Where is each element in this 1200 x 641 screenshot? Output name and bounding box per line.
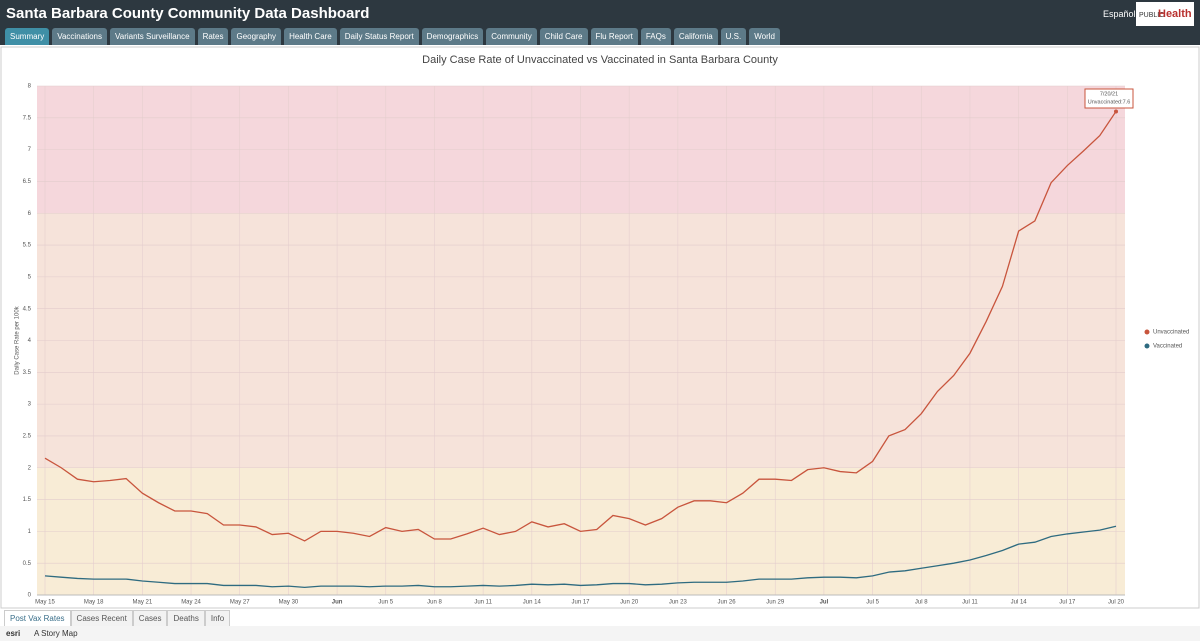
tooltip-date: 7/20/21 xyxy=(1100,91,1118,97)
x-tick-label: May 21 xyxy=(133,600,153,606)
legend-swatch xyxy=(1144,329,1150,335)
legend-label: Unvaccinated xyxy=(1153,330,1189,336)
y-tick-label: 2 xyxy=(28,465,32,471)
x-tick-label: Jun 26 xyxy=(718,600,737,606)
header-title: Santa Barbara County Community Data Dash… xyxy=(6,5,370,22)
x-tick-label: May 15 xyxy=(35,600,55,606)
y-tick-label: 5.5 xyxy=(23,243,32,249)
bottom-tab[interactable]: Deaths xyxy=(167,610,205,627)
tooltip-point xyxy=(1114,109,1118,114)
bottom-tab-bar: Post Vax Rates Cases Recent Cases Deaths Inf… xyxy=(4,610,231,627)
nav-tab[interactable]: Vaccinations xyxy=(52,28,107,45)
x-tick-label: Jun xyxy=(332,600,343,606)
x-tick-label: Jul 8 xyxy=(915,600,928,606)
language-link[interactable]: Español xyxy=(1103,9,1136,19)
nav-tab[interactable]: FAQs xyxy=(640,28,671,45)
x-tick-label: Jul 11 xyxy=(962,600,978,606)
x-tick-label: May 18 xyxy=(84,600,104,606)
nav-tab[interactable]: Daily Status Report xyxy=(339,28,419,45)
bottom-tab[interactable]: Info xyxy=(204,610,231,627)
x-tick-label: Jun 17 xyxy=(571,600,590,606)
bottom-tab[interactable]: Cases Recent xyxy=(70,610,133,627)
y-tick-label: 3.5 xyxy=(23,370,32,376)
x-tick-label: Jun 23 xyxy=(669,600,688,606)
nav-tab[interactable]: Health Care xyxy=(284,28,337,45)
y-tick-label: 7 xyxy=(28,147,32,153)
nav-tab[interactable]: U.S. xyxy=(720,28,747,45)
x-tick-label: Jun 20 xyxy=(620,600,639,606)
y-tick-label: 3 xyxy=(28,402,32,408)
chart: Daily Case Rate of Unvaccinated vs Vacci… xyxy=(0,46,1200,609)
nav-tab[interactable]: Child Care xyxy=(539,28,588,45)
x-tick-label: May 24 xyxy=(181,600,201,606)
y-tick-label: 5 xyxy=(28,274,32,280)
y-tick-label: 0.5 xyxy=(23,561,32,567)
nav-tab[interactable]: Geography xyxy=(231,28,282,45)
y-tick-label: 1 xyxy=(28,529,32,535)
header: Santa Barbara County Community Data Dash… xyxy=(0,0,1200,45)
y-tick-label: 2.5 xyxy=(23,434,32,440)
tab-bar: Summary Vaccinations Variants Surveillance… xyxy=(5,28,780,45)
series-line xyxy=(44,525,1117,589)
nav-tab[interactable]: California xyxy=(673,28,718,45)
legend-swatch xyxy=(1144,343,1150,349)
tooltip-text: Unvaccinated:7.6 xyxy=(1088,99,1131,105)
y-tick-label: 4.5 xyxy=(23,306,32,312)
x-tick-label: Jun 11 xyxy=(474,600,492,606)
y-tick-label: 7.5 xyxy=(23,115,32,121)
y-axis-label: Daily Case Rate per 100k xyxy=(15,305,21,374)
footer-brand: esri xyxy=(6,629,21,638)
y-tick-label: 6.5 xyxy=(23,179,32,185)
x-tick-label: Jul 14 xyxy=(1011,600,1028,606)
y-tick-label: 1.5 xyxy=(23,497,32,503)
nav-tab[interactable]: Flu Report xyxy=(590,28,638,45)
x-tick-label: Jun 8 xyxy=(427,600,442,606)
nav-tab[interactable]: Demographics xyxy=(421,28,484,45)
nav-tab[interactable]: World xyxy=(749,28,780,45)
y-tick-label: 4 xyxy=(28,338,32,344)
nav-tab[interactable]: Community xyxy=(486,28,537,45)
logo-text: Health xyxy=(1158,8,1192,20)
x-tick-label: Jul 17 xyxy=(1059,600,1076,606)
x-tick-label: May 30 xyxy=(279,600,299,606)
tooltip-box xyxy=(1084,88,1134,109)
x-tick-label: Jun 29 xyxy=(766,600,785,606)
logo-text: PUBLIC xyxy=(1139,12,1165,19)
y-tick-label: 6 xyxy=(28,211,32,217)
chart-title: Daily Case Rate of Unvaccinated vs Vacci… xyxy=(422,54,778,66)
bottom-tab[interactable]: Cases xyxy=(132,610,168,627)
nav-tab[interactable]: Rates xyxy=(197,28,229,45)
series-line xyxy=(44,111,1117,542)
y-tick-label: 8 xyxy=(28,84,32,90)
x-tick-label: Jul 5 xyxy=(866,600,879,606)
logo: PUBLIC Health xyxy=(1136,2,1194,26)
x-tick-label: Jun 14 xyxy=(523,600,542,606)
x-tick-label: Jun 5 xyxy=(378,600,393,606)
legend-label: Vaccinated xyxy=(1153,344,1182,350)
nav-tab[interactable]: Summary xyxy=(5,28,50,45)
footer: esri A Story Map xyxy=(0,626,1200,641)
nav-tab[interactable]: Variants Surveillance xyxy=(110,28,195,45)
y-tick-label: 0 xyxy=(28,593,32,599)
footer-text: A Story Map xyxy=(34,629,78,638)
x-tick-label: Jul 20 xyxy=(1108,600,1125,606)
x-tick-label: May 27 xyxy=(230,600,250,606)
bottom-tab[interactable]: Post Vax Rates xyxy=(4,610,71,627)
x-tick-label: Jul xyxy=(820,600,829,606)
